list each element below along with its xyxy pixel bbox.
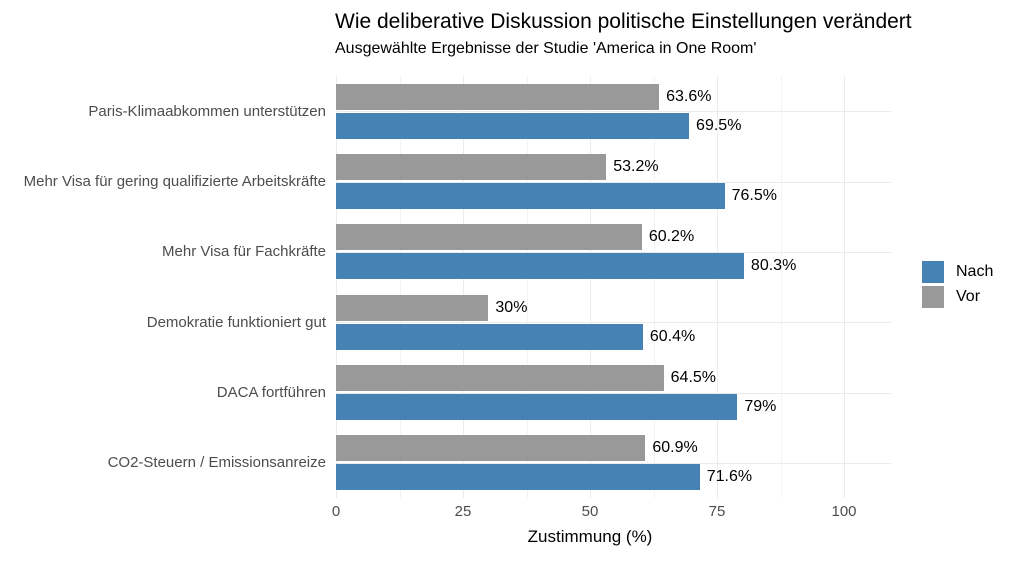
gridline-x-minor bbox=[399, 76, 401, 498]
bar-value-label: 71.6% bbox=[706, 468, 753, 486]
gridline-x-major bbox=[717, 76, 718, 498]
bar-nach bbox=[336, 393, 738, 420]
gridline-y-major bbox=[336, 111, 891, 113]
legend-label-nach: Nach bbox=[956, 263, 994, 280]
bar-group: 60.9% 71.6% bbox=[336, 428, 891, 498]
bar-value-label: 63.6% bbox=[666, 87, 712, 105]
gridline-x-minor bbox=[526, 76, 528, 498]
bar-row-nach: 60.4% bbox=[336, 323, 891, 350]
bar-row-nach: 80.3% bbox=[336, 253, 891, 280]
bar-row-vor: 53.2% bbox=[336, 153, 891, 180]
legend-label-vor: Vor bbox=[956, 288, 981, 305]
bar-vor bbox=[336, 435, 646, 462]
gridline-y-major bbox=[336, 322, 891, 324]
legend-entry-vor: Vor bbox=[922, 286, 993, 308]
gridline-y-major bbox=[336, 251, 891, 253]
bar-value-label: 80.3% bbox=[750, 257, 797, 275]
bar-row-vor: 64.5% bbox=[336, 364, 891, 391]
bar-value-label: 79% bbox=[744, 397, 777, 415]
y-axis-label: DACA fortführen bbox=[216, 383, 326, 401]
gridline-x-major bbox=[336, 76, 337, 498]
y-axis-label: Mehr Visa für gering qualifizierte Arbei… bbox=[23, 172, 326, 190]
y-axis-label: CO2-Steuern / Emissionsanreize bbox=[107, 454, 326, 472]
y-axis-label: Paris-Klimaabkommen unterstützen bbox=[88, 102, 326, 120]
x-axis-tick-label: 75 bbox=[708, 503, 726, 520]
bar-group: 53.2% 76.5% bbox=[336, 146, 891, 216]
chart-title: Wie deliberative Diskussion politische E… bbox=[335, 10, 912, 33]
bar-value-label: 60.9% bbox=[652, 439, 698, 457]
y-axis-labels: Paris-Klimaabkommen unterstützen Mehr Vis… bbox=[0, 76, 326, 498]
bar-value-label: 60.2% bbox=[648, 228, 695, 246]
bar-value-label: 53.2% bbox=[613, 157, 659, 175]
legend-swatch-nach bbox=[922, 261, 944, 283]
bar-row-vor: 60.9% bbox=[336, 435, 891, 462]
bar-nach bbox=[336, 323, 643, 350]
bar-vor bbox=[336, 294, 489, 321]
bar-row-nach: 79% bbox=[336, 393, 891, 420]
legend-entry-nach: Nach bbox=[922, 261, 993, 283]
bar-value-label: 76.5% bbox=[731, 186, 777, 204]
bar-vor bbox=[336, 364, 664, 391]
bar-group: 63.6% 69.5% bbox=[336, 76, 891, 146]
gridline-y-major bbox=[336, 181, 891, 183]
gridline-x-minor bbox=[780, 76, 782, 498]
bar-group: 60.2% 80.3% bbox=[336, 217, 891, 287]
bar-value-label: 69.5% bbox=[696, 116, 742, 134]
bar-group: 64.5% 79% bbox=[336, 357, 891, 427]
x-axis-tick-label: 25 bbox=[454, 503, 472, 520]
bar-nach bbox=[336, 112, 690, 139]
legend-swatch-vor bbox=[922, 286, 944, 308]
bar-nach bbox=[336, 464, 700, 491]
bar-value-label: 60.4% bbox=[649, 327, 696, 345]
gridline-x-major bbox=[590, 76, 591, 498]
x-axis-tick-label: 100 bbox=[831, 503, 857, 520]
x-axis-title: Zustimmung (%) bbox=[527, 527, 653, 546]
x-axis-tick-label: 50 bbox=[581, 503, 599, 520]
bar-vor bbox=[336, 83, 660, 110]
bar-vor bbox=[336, 153, 607, 180]
gridline-y-major bbox=[336, 392, 891, 394]
x-axis-tick-label: 0 bbox=[331, 503, 341, 520]
legend: Nach Vor bbox=[922, 261, 993, 308]
plot-panel: 63.6% 69.5% 53.2% 76.5% 60.2% 80.3% 30% 60.4% 64… bbox=[336, 76, 891, 498]
bar-row-vor: 63.6% bbox=[336, 83, 891, 110]
gridline-x-minor bbox=[653, 76, 655, 498]
bar-vor bbox=[336, 224, 642, 251]
bar-group: 30% 60.4% bbox=[336, 287, 891, 357]
bar-nach bbox=[336, 253, 744, 280]
bar-row-vor: 30% bbox=[336, 294, 891, 321]
bar-row-nach: 71.6% bbox=[336, 464, 891, 491]
bar-value-label: 30% bbox=[495, 298, 528, 316]
bar-value-label: 64.5% bbox=[670, 368, 717, 386]
gridline-y-major bbox=[336, 462, 891, 464]
chart-subtitle: Ausgewählte Ergebnisse der Studie 'Ameri… bbox=[335, 40, 757, 57]
bar-row-nach: 76.5% bbox=[336, 182, 891, 209]
bar-nach bbox=[336, 182, 725, 209]
bar-row-nach: 69.5% bbox=[336, 112, 891, 139]
y-axis-label: Demokratie funktioniert gut bbox=[146, 313, 326, 331]
y-axis-label: Mehr Visa für Fachkräfte bbox=[162, 243, 326, 261]
gridline-x-major bbox=[463, 76, 464, 498]
bar-row-vor: 60.2% bbox=[336, 224, 891, 251]
gridline-x-major bbox=[844, 76, 845, 498]
